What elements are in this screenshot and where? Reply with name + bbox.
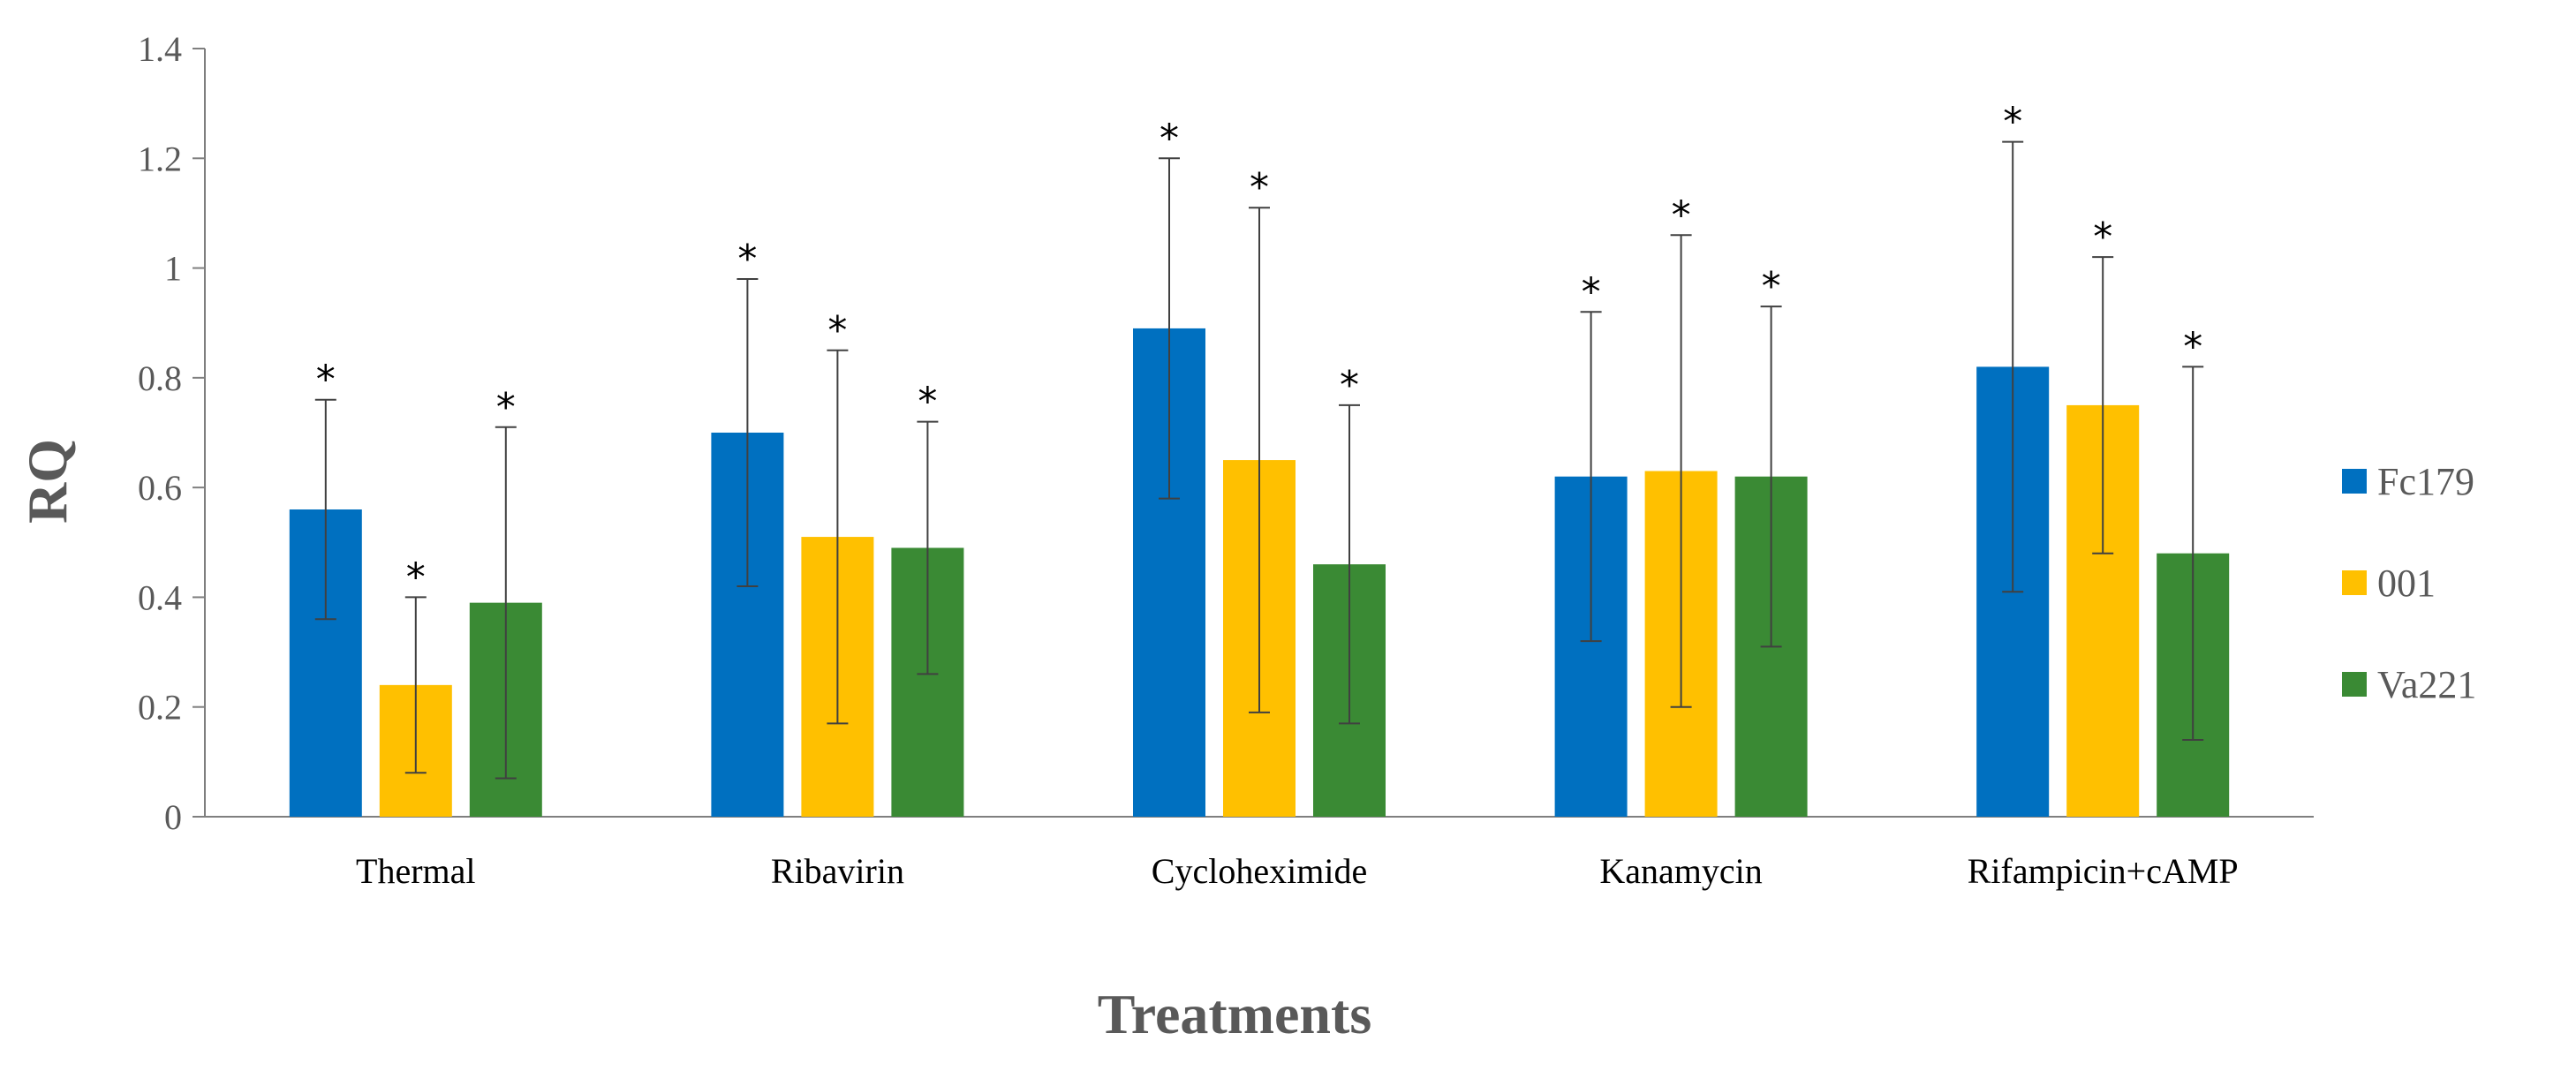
legend: Fc179 001 Va221 <box>2342 460 2476 706</box>
significance-star: * <box>1672 192 1691 238</box>
significance-star: * <box>316 358 336 403</box>
x-tick-label: Rifampicin+cAMP <box>1968 851 2239 891</box>
x-tick-label: Cycloheximide <box>1152 851 1367 891</box>
significance-star: * <box>827 308 847 353</box>
significance-star: * <box>2183 324 2202 369</box>
significance-star: * <box>918 380 937 425</box>
x-axis: Thermal Ribavirin Cycloheximide Kanamycin Ri… <box>205 816 2314 891</box>
significance-star: * <box>406 554 426 600</box>
significance-star: * <box>496 385 516 430</box>
significance-star: * <box>2093 215 2112 260</box>
x-tick-label: Ribavirin <box>771 851 904 891</box>
significance-star: * <box>2003 100 2022 145</box>
y-tick-label: 0.2 <box>138 688 182 728</box>
legend-swatch-va221 <box>2342 672 2367 697</box>
significance-star: * <box>1582 269 1601 314</box>
legend-swatch-fc179 <box>2342 469 2367 494</box>
legend-label: 001 <box>2377 562 2436 605</box>
legend-label: Va221 <box>2377 663 2476 706</box>
significance-star: * <box>1340 363 1359 408</box>
y-tick-label: 0.6 <box>138 468 182 508</box>
y-tick-label: 1.4 <box>138 29 182 69</box>
y-tick-label: 0 <box>164 797 182 837</box>
y-tick-label: 0.8 <box>138 358 182 398</box>
y-tick-label: 1.2 <box>138 139 182 178</box>
significance-star: * <box>1762 264 1781 309</box>
legend-label: Fc179 <box>2377 460 2474 503</box>
significance-star: * <box>1250 165 1269 210</box>
legend-swatch-001 <box>2342 570 2367 595</box>
y-axis: 0 0.2 0.4 0.6 0.8 1 1.2 1.4 <box>138 29 206 837</box>
y-tick-label: 0.4 <box>138 577 182 617</box>
error-bars <box>314 140 2204 780</box>
significance-star: * <box>1160 116 1179 161</box>
significance-star: * <box>737 237 757 282</box>
x-axis-title: Treatments <box>1098 983 1371 1045</box>
x-tick-label: Kanamycin <box>1599 851 1762 891</box>
y-axis-title: RQ <box>16 439 79 524</box>
significance-markers: * * * * * * * * * * * * * * * <box>316 100 2202 600</box>
x-tick-label: Thermal <box>356 851 476 891</box>
y-tick-label: 1 <box>164 249 182 289</box>
